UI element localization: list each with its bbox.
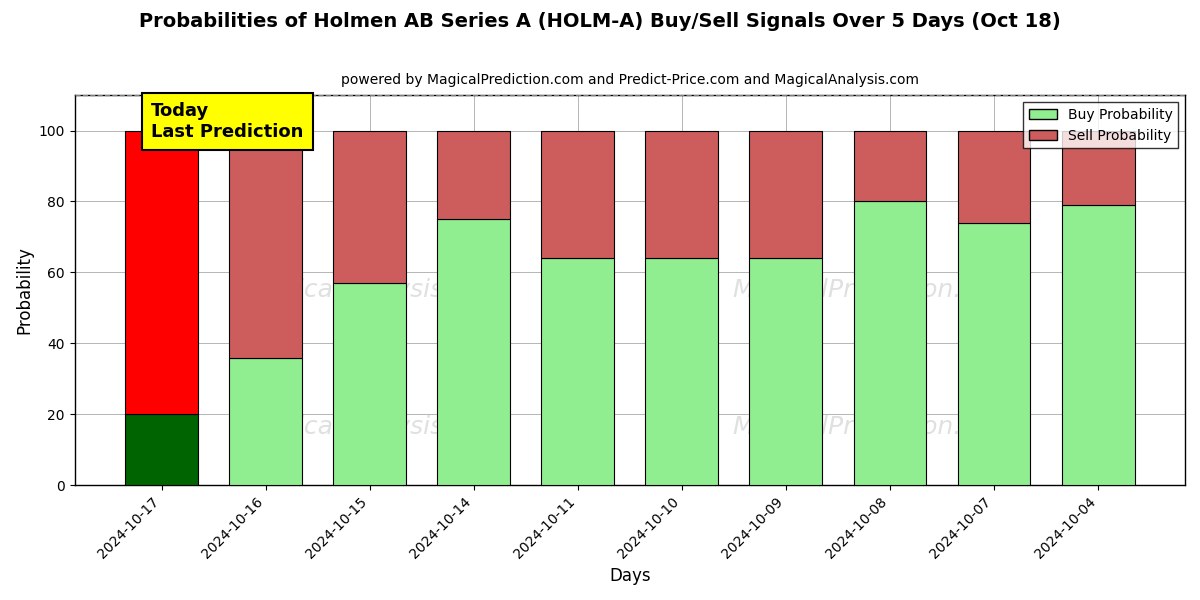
- Bar: [334, 283, 406, 485]
- Bar: [541, 258, 614, 485]
- Bar: [437, 131, 510, 219]
- Text: MagicalAnalysis.com: MagicalAnalysis.com: [244, 415, 505, 439]
- Text: Probabilities of Holmen AB Series A (HOLM-A) Buy/Sell Signals Over 5 Days (Oct 1: Probabilities of Holmen AB Series A (HOL…: [139, 12, 1061, 31]
- Text: MagicalAnalysis.com: MagicalAnalysis.com: [244, 278, 505, 302]
- Bar: [853, 202, 926, 485]
- Bar: [853, 131, 926, 202]
- Title: powered by MagicalPrediction.com and Predict-Price.com and MagicalAnalysis.com: powered by MagicalPrediction.com and Pre…: [341, 73, 919, 87]
- Bar: [334, 131, 406, 283]
- Bar: [229, 131, 302, 358]
- Bar: [750, 131, 822, 258]
- Bar: [750, 258, 822, 485]
- Bar: [125, 131, 198, 414]
- Bar: [229, 358, 302, 485]
- X-axis label: Days: Days: [610, 567, 650, 585]
- Bar: [1062, 131, 1134, 205]
- Bar: [125, 414, 198, 485]
- Bar: [541, 131, 614, 258]
- Bar: [646, 258, 719, 485]
- Bar: [1062, 205, 1134, 485]
- Bar: [437, 219, 510, 485]
- Bar: [958, 223, 1031, 485]
- Legend: Buy Probability, Sell Probability: Buy Probability, Sell Probability: [1024, 102, 1178, 148]
- Bar: [646, 131, 719, 258]
- Bar: [958, 131, 1031, 223]
- Text: MagicalPrediction.com: MagicalPrediction.com: [733, 278, 1015, 302]
- Text: Today
Last Prediction: Today Last Prediction: [151, 102, 304, 141]
- Y-axis label: Probability: Probability: [16, 246, 34, 334]
- Text: MagicalPrediction.com: MagicalPrediction.com: [733, 415, 1015, 439]
